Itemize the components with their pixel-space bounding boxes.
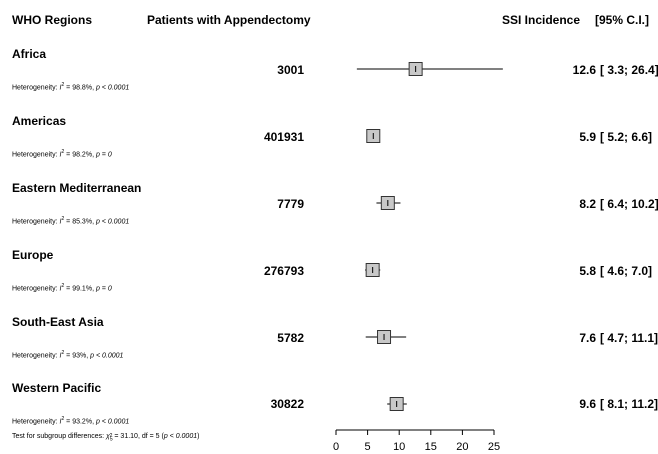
heterogeneity-p: p < 0.0001 [95,418,130,426]
region-label: Western Pacific [12,381,102,395]
ssi-ci: [ 6.4; 10.2] [600,197,658,211]
region-label: Eastern Mediterranean [12,181,142,195]
header-who-regions: WHO Regions [12,13,92,27]
heterogeneity-text: Heterogeneity: I2 = 98.8%, p < 0.0001 [12,82,130,92]
ssi-estimate: 8.2 [579,197,596,211]
heterogeneity-i2: 99.1% [72,285,93,293]
patients-count: 401931 [263,130,304,144]
ssi-estimate: 5.9 [579,130,596,144]
patients-count: 3001 [277,63,304,77]
x-tick-label: 20 [456,441,468,453]
ssi-ci: [ 8.1; 11.2] [600,397,658,411]
region-label: Africa [12,47,47,61]
heterogeneity-text: Heterogeneity: I2 = 93.2%, p < 0.0001 [12,416,130,426]
heterogeneity-p: p < 0.0001 [90,352,124,360]
ssi-ci: [ 5.2; 6.6] [600,130,653,144]
heterogeneity-p: p < 0.0001 [95,84,130,92]
ssi-ci: [ 4.7; 11.1] [600,331,658,345]
subgroup-test-prefix: Test for subgroup differences: [12,433,107,440]
header-ssi-incidence: SSI Incidence [502,13,581,27]
heterogeneity-i2: 98.2% [72,151,93,159]
heterogeneity-label: Heterogeneity: [12,352,60,360]
ssi-estimate: 7.6 [579,331,596,345]
heterogeneity-label: Heterogeneity: [12,84,60,92]
heterogeneity-label: Heterogeneity: [12,151,60,159]
heterogeneity-i2: 85.3% [72,218,93,226]
x-tick-label: 5 [365,441,371,453]
subgroup-test-suffix: ) [197,433,200,440]
heterogeneity-text: Heterogeneity: I2 = 99.1%, p = 0 [12,283,112,293]
heterogeneity-label: Heterogeneity: [12,285,60,293]
heterogeneity-p: p = 0 [95,151,112,159]
heterogeneity-text: Heterogeneity: I2 = 93%, p < 0.0001 [12,350,124,360]
ssi-ci: [ 4.6; 7.0] [600,264,653,278]
x-tick-label: 25 [488,441,500,453]
header-ci: [95% C.I.] [595,13,650,27]
heterogeneity-text: Heterogeneity: I2 = 98.2%, p = 0 [12,149,112,159]
patients-count: 5782 [277,331,304,345]
ssi-estimate: 5.8 [579,264,596,278]
patients-count: 7779 [277,197,304,211]
subgroup-test-text: Test for subgroup differences: χ52 = 31.… [12,433,200,443]
ssi-estimate: 9.6 [579,397,596,411]
heterogeneity-label: Heterogeneity: [12,218,60,226]
x-tick-label: 15 [425,441,437,453]
heterogeneity-i2: 98.8% [72,84,93,92]
patients-count: 276793 [263,264,304,278]
heterogeneity-i2: 93.2% [72,418,93,426]
patients-count: 30822 [270,397,304,411]
heterogeneity-p: p = 0 [95,285,112,293]
ssi-estimate: 12.6 [572,63,596,77]
header-patients: Patients with Appendectomy [147,13,311,27]
ssi-ci: [ 3.3; 26.4] [600,63,658,77]
x-tick-label: 10 [393,441,405,453]
subgroup-test-p: p < 0.0001 [163,433,198,440]
x-tick-label: 0 [333,441,339,453]
region-label: South-East Asia [12,315,104,329]
subgroup-test-df: , df = 5 ( [137,433,164,440]
region-label: Europe [12,248,54,262]
subgroup-test-chi2: 31.10 [120,433,138,440]
heterogeneity-i2: 93% [72,352,87,360]
region-label: Americas [12,114,67,128]
heterogeneity-p: p < 0.0001 [95,218,130,226]
heterogeneity-text: Heterogeneity: I2 = 85.3%, p < 0.0001 [12,216,130,226]
heterogeneity-label: Heterogeneity: [12,418,60,426]
